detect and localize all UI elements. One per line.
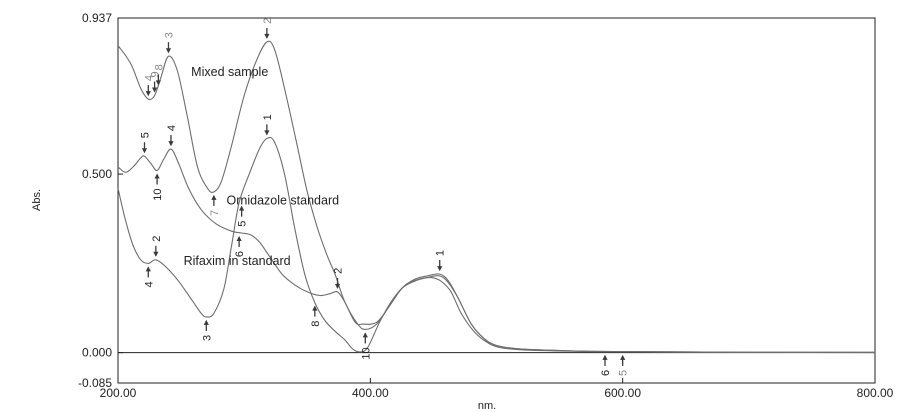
peak-marker: 3	[163, 32, 175, 54]
peak-marker: 8	[153, 64, 165, 86]
peak-label: 10	[360, 347, 372, 359]
peak-marker: 2	[262, 18, 274, 39]
peak-marker: 10	[360, 332, 372, 360]
peak-marker: 5	[618, 354, 630, 376]
peak-arrow-head	[239, 205, 245, 211]
peak-label: 9	[150, 71, 162, 77]
peak-marker: 8	[310, 305, 322, 327]
peak-arrow-head	[437, 266, 443, 272]
peak-arrow-head	[141, 148, 148, 154]
peak-marker: 3	[201, 319, 213, 341]
peak-arrow-head	[155, 80, 161, 86]
peak-arrow-head	[145, 266, 151, 272]
peak-arrow-head	[312, 305, 318, 311]
peak-arrow-head	[264, 130, 270, 136]
peak-label: 4	[143, 281, 155, 287]
axis-ticks: 200.00 400.00 600.00 800.00 -0.085 0.000 0.500…	[78, 11, 894, 400]
peak-arrow-head	[620, 354, 626, 360]
peak-arrow-head	[236, 236, 242, 241]
peak-marker: 7	[209, 194, 221, 216]
curve-annotation: Mixed sample	[191, 65, 268, 79]
peak-label: 8	[153, 64, 165, 70]
peak-marker: 2	[151, 236, 163, 257]
peak-marker: 5	[139, 132, 151, 154]
peak-label: 6	[234, 251, 246, 257]
peak-label: 8	[310, 321, 322, 327]
x-tick-label: 600.00	[604, 386, 641, 400]
peak-label: 2	[262, 18, 274, 24]
peak-marker: 1	[435, 250, 447, 272]
peak-arrow-head	[168, 141, 174, 147]
x-tick-label: 800.00	[857, 386, 894, 400]
peak-label: 5	[237, 221, 249, 227]
peak-marker: 4	[143, 266, 155, 287]
spectrum-line-3	[117, 136, 876, 354]
peak-marker: 6	[234, 236, 246, 257]
curve-annotation: Rifaxim in standard	[184, 254, 291, 268]
peak-marker: 4	[143, 75, 155, 97]
peak-label: 2	[333, 268, 345, 274]
peak-label: 1	[262, 114, 274, 120]
peak-label: 6	[600, 370, 612, 376]
y-tick-label: -0.085	[78, 376, 112, 390]
peak-marker: 1	[262, 114, 274, 136]
peak-arrow-head	[145, 91, 151, 97]
peak-arrow-head	[153, 251, 159, 257]
peak-arrow-head	[264, 33, 270, 39]
peak-marker: 2	[333, 268, 345, 289]
curve-annotation: Ornidazole standard	[227, 193, 340, 207]
annotations: Mixed sample Ornidazole standard Rifaxim i…	[184, 65, 340, 268]
peak-label: 5	[139, 132, 151, 138]
peak-label: 3	[163, 32, 175, 38]
peak-arrow-head	[211, 194, 217, 200]
peak-arrow-head	[151, 87, 158, 93]
x-tick-label: 400.00	[352, 386, 389, 400]
peak-marker: 5	[237, 205, 249, 227]
y-tick-label: 0.500	[82, 167, 112, 181]
peak-marker: 6	[600, 354, 612, 376]
peak-marker: 10	[152, 173, 164, 201]
peak-arrow-head	[334, 283, 341, 289]
y-axis-label: Abs.	[31, 189, 43, 211]
spectrum-curves	[117, 40, 876, 354]
peak-arrow-head	[203, 319, 209, 325]
x-axis-label: nm.	[478, 400, 496, 412]
plot-frame	[117, 17, 876, 384]
peak-label: 5	[618, 370, 630, 376]
peak-arrow-head	[165, 48, 172, 54]
x-tick-label: 200.00	[100, 386, 137, 400]
peak-label: 2	[151, 236, 163, 242]
peak-label: 10	[152, 189, 164, 201]
peak-label: 1	[435, 250, 447, 256]
peak-marker: 4	[166, 125, 178, 147]
peak-label: 3	[201, 335, 213, 341]
peak-label: 4	[166, 125, 178, 131]
peak-marker: 9	[150, 71, 162, 93]
peak-arrow-head	[602, 354, 608, 360]
peak-label: 7	[209, 210, 221, 216]
peak-arrow-head	[362, 332, 368, 338]
peak-label: 4	[143, 75, 155, 81]
spectrum-line-2	[117, 148, 875, 353]
y-tick-label: 0.937	[82, 11, 112, 25]
y-tick-label: 0.000	[82, 346, 112, 360]
peak-arrow-head	[154, 173, 160, 179]
